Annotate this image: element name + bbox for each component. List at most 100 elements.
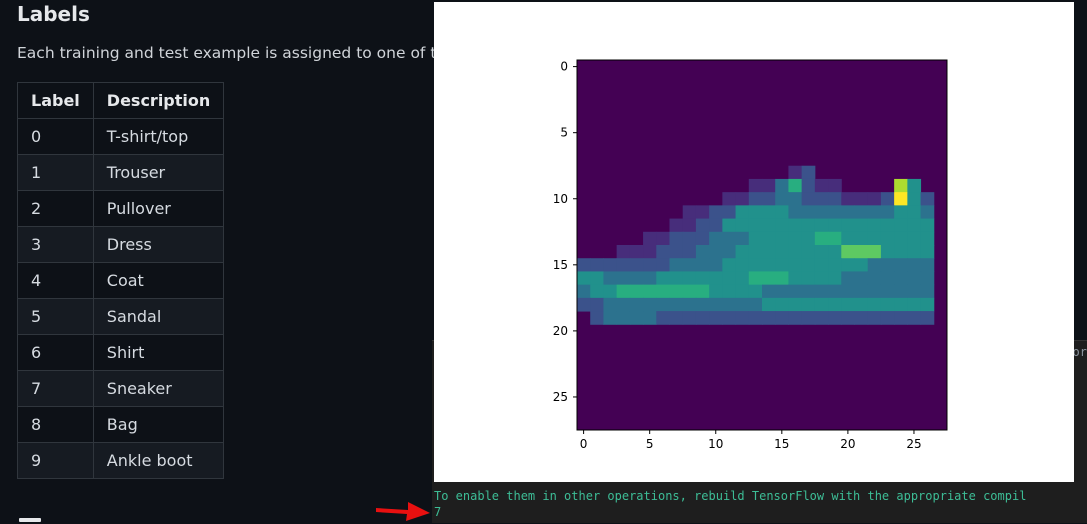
- image-pixel: [762, 245, 776, 259]
- image-pixel: [920, 218, 935, 233]
- image-pixel: [788, 311, 803, 325]
- image-pixel: [577, 284, 591, 299]
- image-pixel: [920, 205, 935, 220]
- image-pixel: [709, 205, 723, 220]
- image-pixel: [775, 284, 789, 299]
- image-pixel: [656, 284, 670, 299]
- image-pixel: [656, 258, 670, 272]
- image-pixel: [629, 284, 644, 299]
- image-pixel: [814, 245, 829, 259]
- label-cell: 2: [17, 190, 94, 227]
- image-pixel: [735, 258, 750, 272]
- terminal-output-line: To enable them in other operations, rebu…: [434, 489, 1027, 503]
- label-cell: 9: [17, 442, 94, 479]
- image-pixel: [801, 192, 816, 206]
- image-pixel: [880, 271, 895, 286]
- description-cell: Bag: [92, 406, 225, 443]
- image-pixel: [828, 205, 842, 220]
- image-pixel: [735, 192, 750, 206]
- image-pixel: [788, 231, 803, 246]
- image-pixel: [709, 218, 723, 233]
- image-pixel: [828, 192, 842, 206]
- image-pixel: [894, 258, 908, 272]
- description-cell: Pullover: [92, 190, 225, 227]
- image-pixel: [722, 192, 737, 206]
- image-pixel: [775, 231, 789, 246]
- image-pixel: [801, 311, 816, 325]
- image-pixel: [629, 245, 644, 259]
- image-pixel: [788, 258, 803, 272]
- image-pixel: [643, 311, 657, 325]
- image-pixel: [603, 311, 618, 325]
- image-pixel: [854, 231, 869, 246]
- table-row: 5 Sandal: [17, 298, 225, 335]
- image-pixel: [801, 271, 816, 286]
- image-pixel: [629, 258, 644, 272]
- image-pixel: [920, 245, 935, 259]
- y-tick-label: 10: [553, 192, 568, 206]
- image-pixel: [894, 311, 908, 325]
- image-pixel: [695, 297, 710, 312]
- image-pixel: [920, 231, 935, 246]
- x-tick-label: 0: [580, 437, 588, 451]
- image-pixel: [748, 271, 763, 286]
- image-pixel: [907, 284, 922, 299]
- image-pixel: [695, 258, 710, 272]
- image-pixel: [762, 271, 776, 286]
- image-pixel: [682, 205, 697, 220]
- image-pixel: [656, 311, 670, 325]
- image-pixel: [656, 231, 670, 246]
- table-row: 3 Dress: [17, 226, 225, 263]
- image-pixel: [920, 192, 935, 206]
- image-pixel: [643, 245, 657, 259]
- image-pixel: [616, 271, 631, 286]
- image-pixel: [590, 311, 604, 325]
- image-pixel: [867, 284, 882, 299]
- image-pixel: [867, 205, 882, 220]
- image-pixel: [682, 245, 697, 259]
- image-pixel: [669, 218, 684, 233]
- image-pixel: [894, 297, 908, 312]
- image-pixel: [854, 311, 869, 325]
- image-pixel: [735, 218, 750, 233]
- image-pixel: [788, 192, 803, 206]
- image-pixel: [841, 271, 855, 286]
- label-cell: 0: [17, 118, 94, 155]
- image-pixel: [629, 297, 644, 312]
- image-pixel: [854, 205, 869, 220]
- image-pixel: [880, 205, 895, 220]
- image-pixel: [841, 205, 855, 220]
- image-pixel: [709, 258, 723, 272]
- table-row: 6 Shirt: [17, 334, 225, 371]
- image-pixel: [814, 218, 829, 233]
- image-pixel: [841, 231, 855, 246]
- image-pixel: [867, 311, 882, 325]
- image-pixel: [814, 178, 829, 193]
- image-pixel: [775, 245, 789, 259]
- image-pixel: [590, 284, 604, 299]
- image-pixel: [841, 258, 855, 272]
- image-pixel: [616, 258, 631, 272]
- image-pixel: [748, 218, 763, 233]
- image-pixel: [735, 271, 750, 286]
- image-pixel: [920, 284, 935, 299]
- image-pixel: [669, 284, 684, 299]
- column-header-description: Description: [92, 82, 225, 119]
- image-pixel: [907, 178, 922, 193]
- image-pixel: [775, 258, 789, 272]
- terminal-output-prediction: 7: [434, 505, 442, 519]
- image-pixel: [590, 297, 604, 312]
- image-pixel: [894, 245, 908, 259]
- image-pixel: [616, 297, 631, 312]
- image-pixel: [880, 231, 895, 246]
- image-pixel: [735, 245, 750, 259]
- image-pixel: [814, 192, 829, 206]
- y-tick-label: 15: [553, 258, 568, 272]
- image-pixel: [735, 311, 750, 325]
- image-pixel: [616, 311, 631, 325]
- x-tick-label: 15: [774, 437, 789, 451]
- image-pixel: [695, 311, 710, 325]
- image-pixel: [841, 192, 855, 206]
- image-pixel: [880, 311, 895, 325]
- image-pixel: [880, 284, 895, 299]
